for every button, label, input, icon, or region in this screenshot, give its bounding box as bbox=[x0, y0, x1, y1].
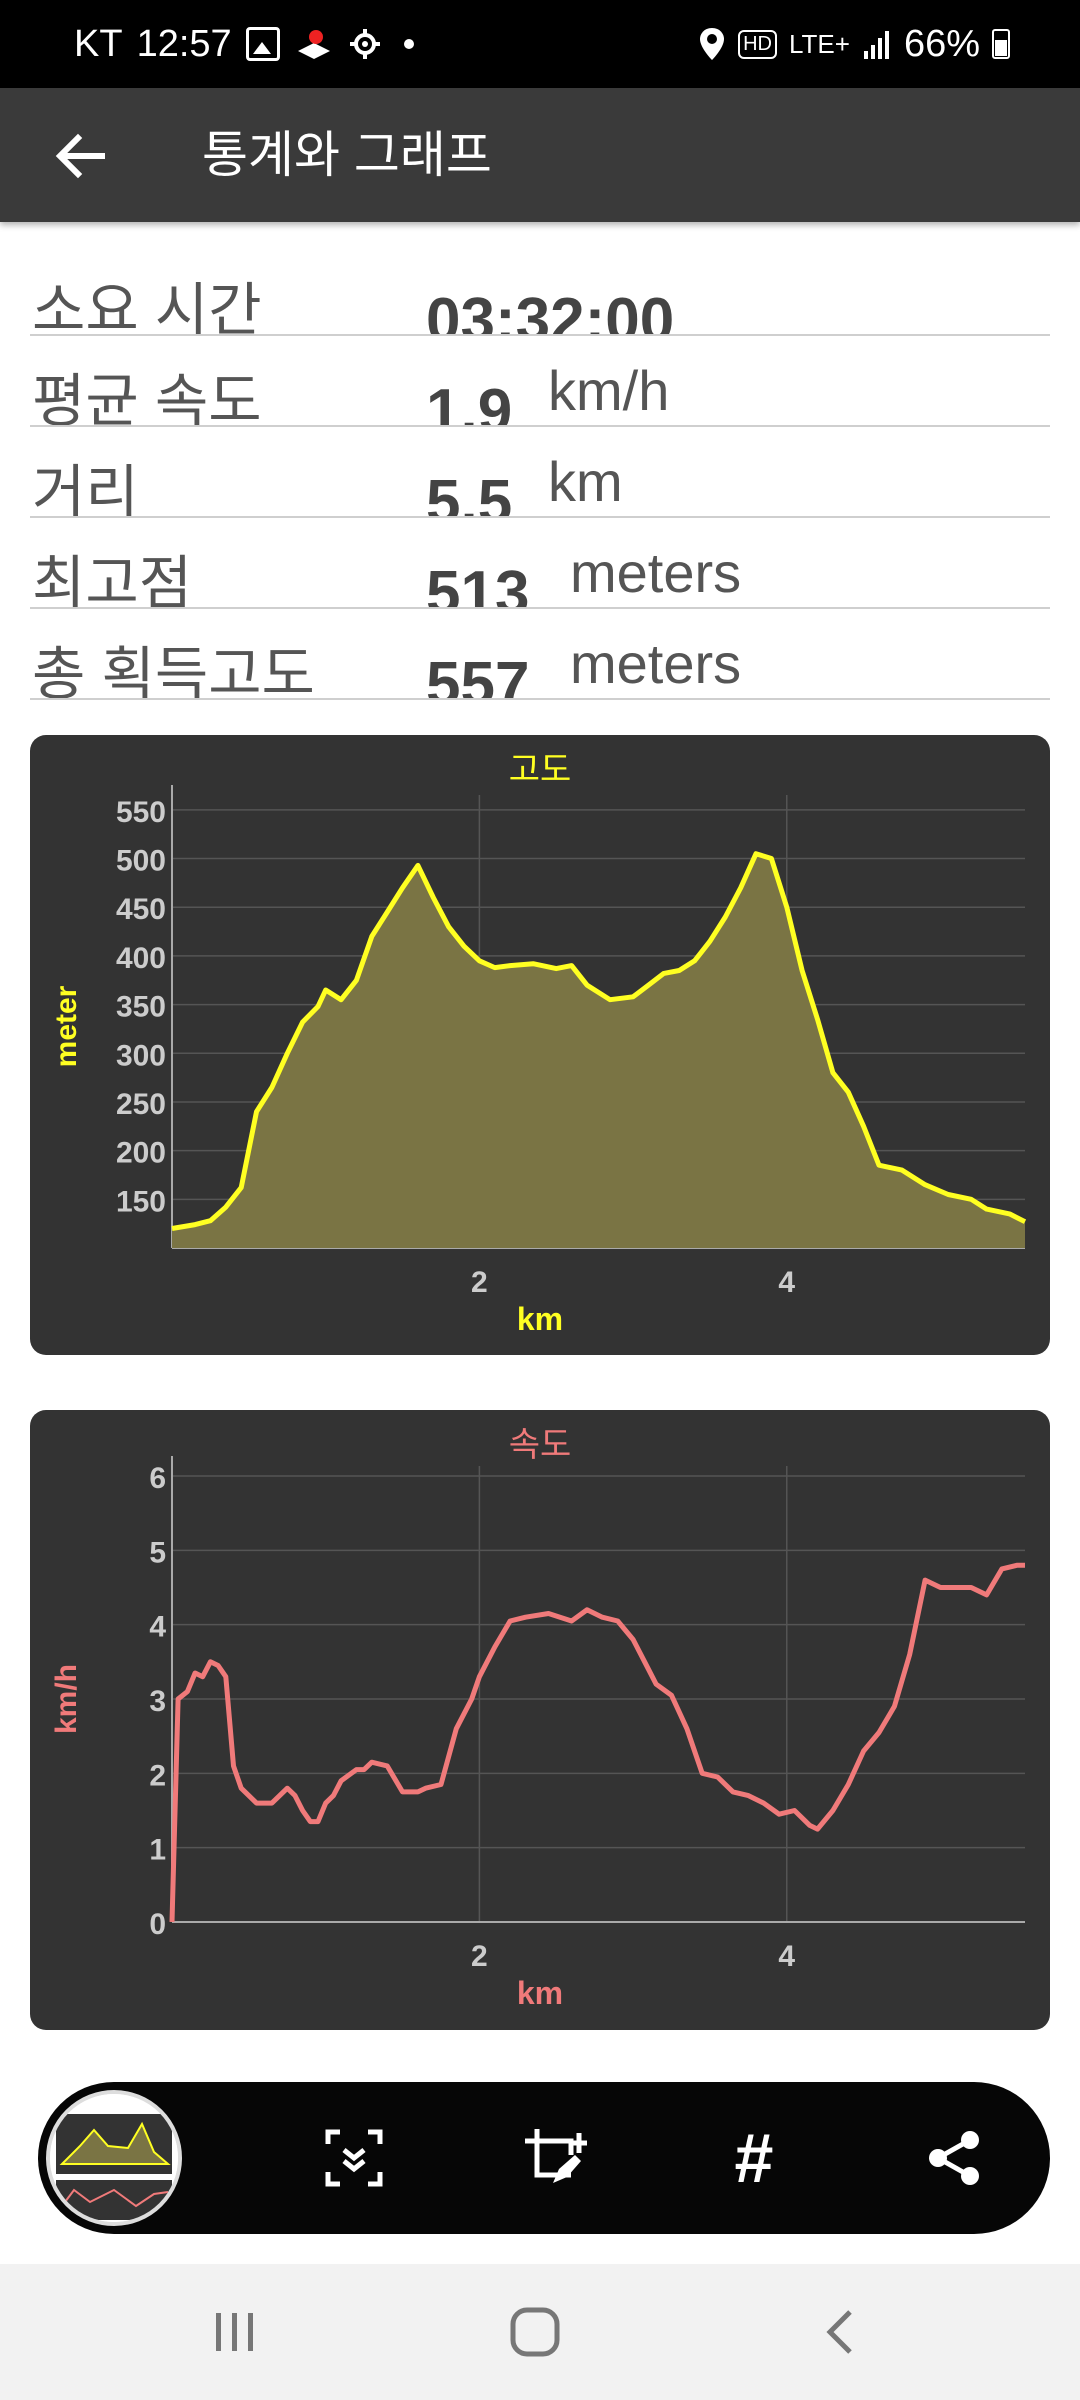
speed-chart-card: 속도 0 1 2 3 4 5 6 2 4 km km/h bbox=[30, 1410, 1050, 2030]
map-pin-notification-icon bbox=[297, 30, 330, 59]
y-tick-label: 4 bbox=[149, 1611, 166, 1644]
stat-row-distance: 거리 5.5 km bbox=[30, 427, 1050, 518]
y-tick-label: 3 bbox=[149, 1685, 166, 1718]
navigation-bar bbox=[0, 2264, 1080, 2400]
stat-row-avg-speed: 평균 속도 1.9 km/h bbox=[30, 336, 1050, 427]
y-tick-label: 200 bbox=[116, 1137, 166, 1170]
area-fill bbox=[172, 853, 1025, 1248]
chart-title: 속도 bbox=[509, 1425, 572, 1465]
y-axis-label: km/h bbox=[50, 1664, 83, 1734]
home-button[interactable] bbox=[490, 2292, 580, 2372]
stat-label: 소요 시간 bbox=[32, 278, 262, 336]
y-tick-label: 250 bbox=[116, 1088, 166, 1121]
signal-icon bbox=[863, 31, 889, 59]
home-icon bbox=[510, 2307, 560, 2357]
x-tick-label: 4 bbox=[778, 1940, 795, 1973]
elevation-chart: 고도 150 200 250 300 350 400 450 500 550 2 4 km meter bbox=[50, 750, 1027, 1337]
stat-value: 513 bbox=[426, 559, 530, 609]
battery-percent: 66% bbox=[903, 22, 980, 65]
hd-voice-badge: HD bbox=[738, 29, 777, 59]
stat-row-total-ascent: 총 획득고도 557 meters bbox=[30, 609, 1050, 700]
elevation-chart-card: 고도 150 200 250 300 350 400 450 500 550 2 4 km meter bbox=[30, 735, 1050, 1355]
nav-back-button[interactable] bbox=[795, 2292, 885, 2372]
y-tick-label: 150 bbox=[116, 1185, 166, 1218]
y-tick-label: 0 bbox=[149, 1908, 166, 1941]
stat-value: 557 bbox=[426, 650, 530, 700]
stat-unit: meters bbox=[570, 632, 742, 695]
y-tick-label: 550 bbox=[116, 796, 166, 829]
battery-icon bbox=[992, 29, 1010, 59]
stat-unit: km bbox=[548, 450, 623, 513]
hashtag-button[interactable]: # bbox=[714, 2118, 794, 2198]
screenshot-thumbnail[interactable] bbox=[46, 2090, 182, 2226]
y-tick-label: 1 bbox=[149, 1834, 166, 1867]
stat-row-max-altitude: 최고점 513 meters bbox=[30, 518, 1050, 609]
arrow-left-icon bbox=[55, 133, 105, 179]
y-tick-label: 450 bbox=[116, 893, 166, 926]
hashtag-icon: # bbox=[734, 2119, 774, 2197]
back-button[interactable] bbox=[40, 118, 120, 194]
status-bar: KT 12:57 HD LTE+ 66% bbox=[0, 0, 1080, 88]
back-icon bbox=[826, 2310, 852, 2354]
y-tick-label: 500 bbox=[116, 845, 166, 878]
clock: 12:57 bbox=[136, 22, 232, 65]
y-axis-label: meter bbox=[50, 985, 83, 1067]
stat-value: 03:32:00 bbox=[426, 286, 675, 336]
stats-list: 소요 시간 03:32:00 평균 속도 1.9 km/h 거리 5.5 km … bbox=[30, 245, 1050, 700]
more-notifications-dot bbox=[403, 39, 414, 49]
gallery-icon bbox=[245, 27, 280, 61]
stat-value: 5.5 bbox=[426, 468, 513, 518]
stat-label: 거리 bbox=[32, 460, 139, 518]
scroll-capture-button[interactable] bbox=[314, 2118, 394, 2198]
page-title: 통계와 그래프 bbox=[202, 127, 492, 183]
stat-label: 평균 속도 bbox=[32, 369, 262, 427]
crop-edit-icon bbox=[525, 2129, 587, 2183]
carrier-label: KT bbox=[74, 22, 123, 65]
status-left: KT 12:57 bbox=[74, 0, 414, 88]
share-button[interactable] bbox=[914, 2118, 994, 2198]
x-tick-label: 2 bbox=[471, 1940, 488, 1973]
stat-label: 최고점 bbox=[32, 551, 193, 609]
x-axis-label: km bbox=[517, 1975, 563, 2011]
x-tick-label: 4 bbox=[778, 1266, 795, 1299]
series-line bbox=[171, 851, 1027, 1231]
share-icon bbox=[929, 2131, 979, 2185]
y-tick-label: 350 bbox=[116, 991, 166, 1024]
speed-chart: 속도 0 1 2 3 4 5 6 2 4 km km/h bbox=[50, 1425, 1025, 2011]
y-tick-label: 2 bbox=[149, 1759, 166, 1792]
stat-unit: km/h bbox=[548, 359, 670, 422]
thumbnail-preview bbox=[50, 2094, 178, 2222]
y-tick-label: 300 bbox=[116, 1039, 166, 1072]
x-axis-label: km bbox=[517, 1301, 563, 1337]
stat-value: 1.9 bbox=[426, 377, 513, 427]
stat-row-duration: 소요 시간 03:32:00 bbox=[30, 245, 1050, 336]
network-type-label: LTE+ bbox=[789, 28, 850, 59]
y-tick-label: 5 bbox=[149, 1536, 166, 1569]
series-line bbox=[169, 1562, 1025, 1923]
screenshot-toolbar: # bbox=[38, 2082, 1050, 2234]
stat-unit: meters bbox=[570, 541, 742, 604]
stat-label: 총 획득고도 bbox=[32, 642, 315, 700]
y-tick-label: 6 bbox=[149, 1462, 166, 1495]
recent-apps-button[interactable] bbox=[190, 2292, 280, 2372]
x-tick-label: 2 bbox=[471, 1266, 488, 1299]
crop-edit-button[interactable] bbox=[514, 2118, 594, 2198]
app-bar: 통계와 그래프 bbox=[0, 88, 1080, 222]
location-icon bbox=[700, 28, 725, 60]
chart-title: 고도 bbox=[509, 750, 572, 790]
recent-apps-icon bbox=[216, 2313, 253, 2351]
settings-icon bbox=[349, 29, 380, 59]
scroll-capture-icon bbox=[325, 2129, 383, 2187]
status-right: HD LTE+ 66% bbox=[698, 0, 1010, 88]
y-tick-label: 400 bbox=[116, 942, 166, 975]
